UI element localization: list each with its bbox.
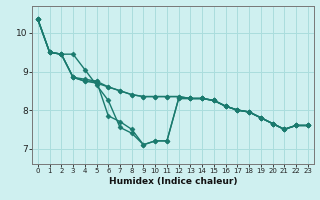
X-axis label: Humidex (Indice chaleur): Humidex (Indice chaleur): [108, 177, 237, 186]
